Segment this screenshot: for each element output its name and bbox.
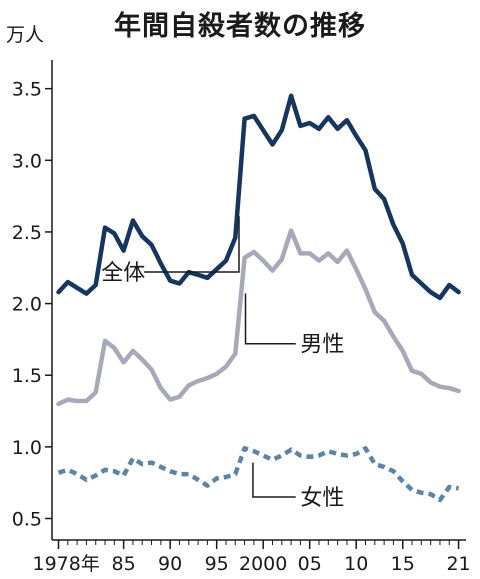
series-line-全体 (56, 93, 461, 301)
x-tick-label: 1978年 (33, 553, 100, 575)
x-tick-label: 10 (344, 553, 368, 575)
x-tick-label: 05 (298, 553, 322, 575)
x-tick-label: 85 (112, 553, 136, 575)
series-label-全体: 全体 (101, 261, 145, 286)
tick-labels: 0.5 1.0 1.5 2.0 2.5 3.0 3.5 1978年 85 90 95 2000 05 10… (12, 79, 471, 575)
y-tick-label: 0.5 (12, 509, 42, 531)
series-label-女性: 女性 (300, 486, 344, 511)
y-tick-label: 3.5 (12, 79, 42, 101)
x-tick-label: 21 (446, 553, 470, 575)
y-tick-label: 2.5 (12, 222, 42, 244)
y-tick-label: 1.0 (12, 437, 42, 459)
axes (45, 60, 466, 549)
y-tick-label: 3.0 (12, 150, 42, 172)
callout-leader-女性 (252, 462, 296, 498)
x-tick-label: 95 (205, 553, 229, 575)
x-tick-label: 90 (158, 553, 182, 575)
callout-leader-男性 (244, 293, 296, 345)
y-axis-unit-label: 万人 (6, 24, 45, 46)
y-tick-label: 2.0 (12, 294, 42, 316)
chart-title: 年間自殺者数の推移 (114, 11, 366, 42)
callout-leader-全体 (144, 216, 240, 273)
series-line-女性 (57, 446, 459, 503)
series-lines (56, 93, 461, 503)
x-tick-label: 15 (391, 553, 415, 575)
series-label-男性: 男性 (300, 333, 344, 358)
y-tick-label: 1.5 (12, 365, 42, 387)
x-tick-label: 2000 (239, 553, 287, 575)
series-line-男性 (56, 228, 461, 407)
